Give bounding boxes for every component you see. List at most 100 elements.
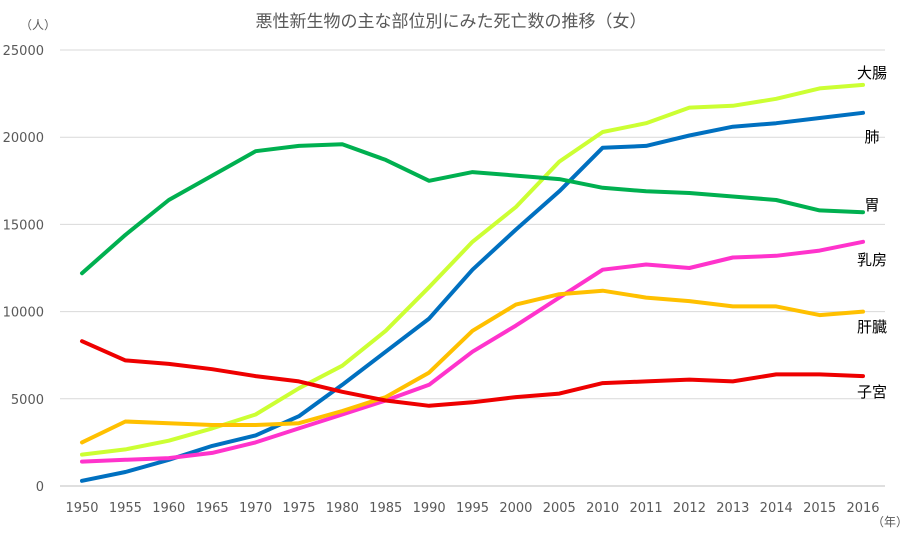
data-point [298,380,300,382]
data-point [819,117,821,119]
data-point [255,434,257,436]
x-tick-label: 2011 [630,501,663,516]
x-tick-label: 1970 [239,501,272,516]
x-tick-label: 2016 [846,501,879,516]
data-point [515,304,517,306]
data-point [732,380,734,382]
data-point [732,195,734,197]
x-tick-label: 1950 [65,501,98,516]
data-point [732,105,734,107]
data-point [168,422,170,424]
data-point [428,286,430,288]
data-point [168,363,170,365]
series-label: 乳房 [857,251,887,269]
data-point [385,396,387,398]
x-tick-label: 2010 [586,501,619,516]
x-tick-label: 1960 [152,501,185,516]
data-point [472,269,473,271]
x-tick-label: 2013 [716,501,749,516]
data-point [862,211,864,213]
data-point [168,457,170,459]
y-tick-label: 25000 [3,44,44,59]
data-point [732,126,734,128]
x-tick-label: 1995 [456,501,489,516]
data-point [645,297,647,299]
data-point [255,150,257,152]
x-tick-label: 2015 [803,501,836,516]
x-tick-label: 2012 [673,501,706,516]
data-point [385,400,387,402]
data-point [211,424,213,426]
data-point [775,98,777,100]
data-point [255,375,257,377]
data-point [819,373,821,375]
data-point [602,382,604,384]
data-point [124,234,126,236]
data-point [602,147,604,149]
data-point [688,267,690,269]
series-lines [80,82,865,483]
data-point [819,314,821,316]
data-point [124,448,126,450]
data-point [515,396,517,398]
data-point [81,454,83,456]
data-point [428,180,430,182]
series-label: 胃 [864,196,879,214]
data-point [775,373,777,375]
data-point [645,122,647,124]
x-tick-label: 1985 [369,501,402,516]
data-point [862,84,864,86]
data-point [688,134,690,136]
data-point [255,441,257,443]
series-label: 子宮 [857,383,887,401]
data-point [819,250,821,252]
y-tick-label: 0 [36,480,44,495]
data-point [385,159,387,161]
data-point [81,272,83,274]
data-point [428,318,430,320]
data-point [298,427,300,429]
data-point [472,401,473,403]
data-point [819,209,821,211]
data-point [341,410,343,412]
data-point [81,441,83,443]
data-point [341,413,343,415]
data-point [645,145,647,147]
data-point [385,330,387,332]
data-point [472,241,473,243]
data-point [428,384,430,386]
data-point [124,420,126,422]
data-point [298,387,300,389]
data-point [775,122,777,124]
data-point [168,199,170,201]
x-tick-label: 2005 [543,501,576,516]
data-point [385,351,387,353]
data-point [211,445,213,447]
data-point [688,379,690,381]
data-point [341,143,343,145]
data-point [775,305,777,307]
data-point [602,290,604,292]
data-point [211,427,213,429]
y-tick-label: 20000 [3,131,44,146]
data-point [515,206,517,208]
data-point [81,480,83,482]
data-point [558,293,560,295]
data-point [428,405,430,407]
x-tick-label: 1965 [196,501,229,516]
y-tick-label: 5000 [11,393,44,408]
data-point [732,305,734,307]
data-point [602,187,604,189]
series-label: 大腸 [857,64,887,82]
data-point [255,413,257,415]
data-point [558,178,560,180]
data-point [775,199,777,201]
data-point [124,359,126,361]
chart-title: 悪性新生物の主な部位別にみた死亡数の推移（女） [256,12,647,32]
data-point [645,264,647,266]
data-point [645,190,647,192]
data-point [515,229,517,231]
data-point [862,311,864,313]
data-point [732,257,734,259]
